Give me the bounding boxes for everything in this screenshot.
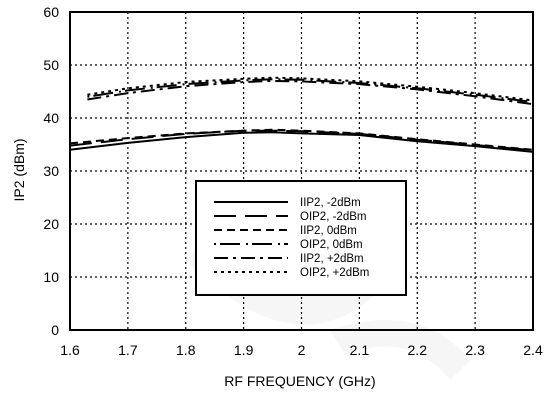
y-tick-label: 30	[43, 163, 59, 179]
y-tick-label: 60	[43, 4, 59, 20]
series-line-3	[87, 78, 534, 104]
series-line-2	[69, 128, 534, 151]
legend-label: IIP2, +2dBm	[300, 253, 364, 265]
y-tick-label: 20	[43, 216, 59, 232]
x-tick-label: 2.3	[465, 342, 485, 358]
x-tick-label: 1.6	[60, 342, 80, 358]
x-tick-label: 2.2	[408, 342, 428, 358]
axes: 1.6 1.7 1.8 1.9 2 2.1 2.2 2.3 2.4 0 10 20 30 40 50 60	[43, 4, 543, 358]
x-tick-label: 2.1	[350, 342, 370, 358]
y-tick-label: 40	[43, 110, 59, 126]
series-line-4	[87, 79, 534, 106]
plot-frame	[69, 11, 534, 331]
x-tick-label: 2.4	[523, 342, 543, 358]
y-axis-label: IP2 (dBm)	[11, 138, 27, 201]
legend-label: IIP2, -2dBm	[300, 197, 361, 209]
y-tick-label: 0	[51, 322, 59, 338]
x-tick-label: 1.7	[118, 342, 138, 358]
series-line-5	[87, 76, 534, 102]
series-line-0	[69, 131, 534, 153]
x-axis-label: RF FREQUENCY (GHz)	[224, 373, 375, 389]
legend-label: IIP2, 0dBm	[300, 225, 357, 237]
series-lines	[69, 76, 534, 153]
y-tick-label: 10	[43, 269, 59, 285]
legend-label: OIP2, +2dBm	[300, 267, 369, 279]
y-tick-label: 50	[43, 57, 59, 73]
x-tick-label: 1.8	[176, 342, 196, 358]
legend-label: OIP2, -2dBm	[300, 211, 366, 223]
legend: IIP2, -2dBm OIP2, -2dBm IIP2, 0dBm OIP2, 0d…	[195, 180, 407, 296]
legend-box	[195, 180, 407, 296]
legend-label: OIP2, 0dBm	[300, 239, 363, 251]
x-tick-label: 1.9	[234, 342, 254, 358]
x-tick-label: 2	[298, 342, 306, 358]
